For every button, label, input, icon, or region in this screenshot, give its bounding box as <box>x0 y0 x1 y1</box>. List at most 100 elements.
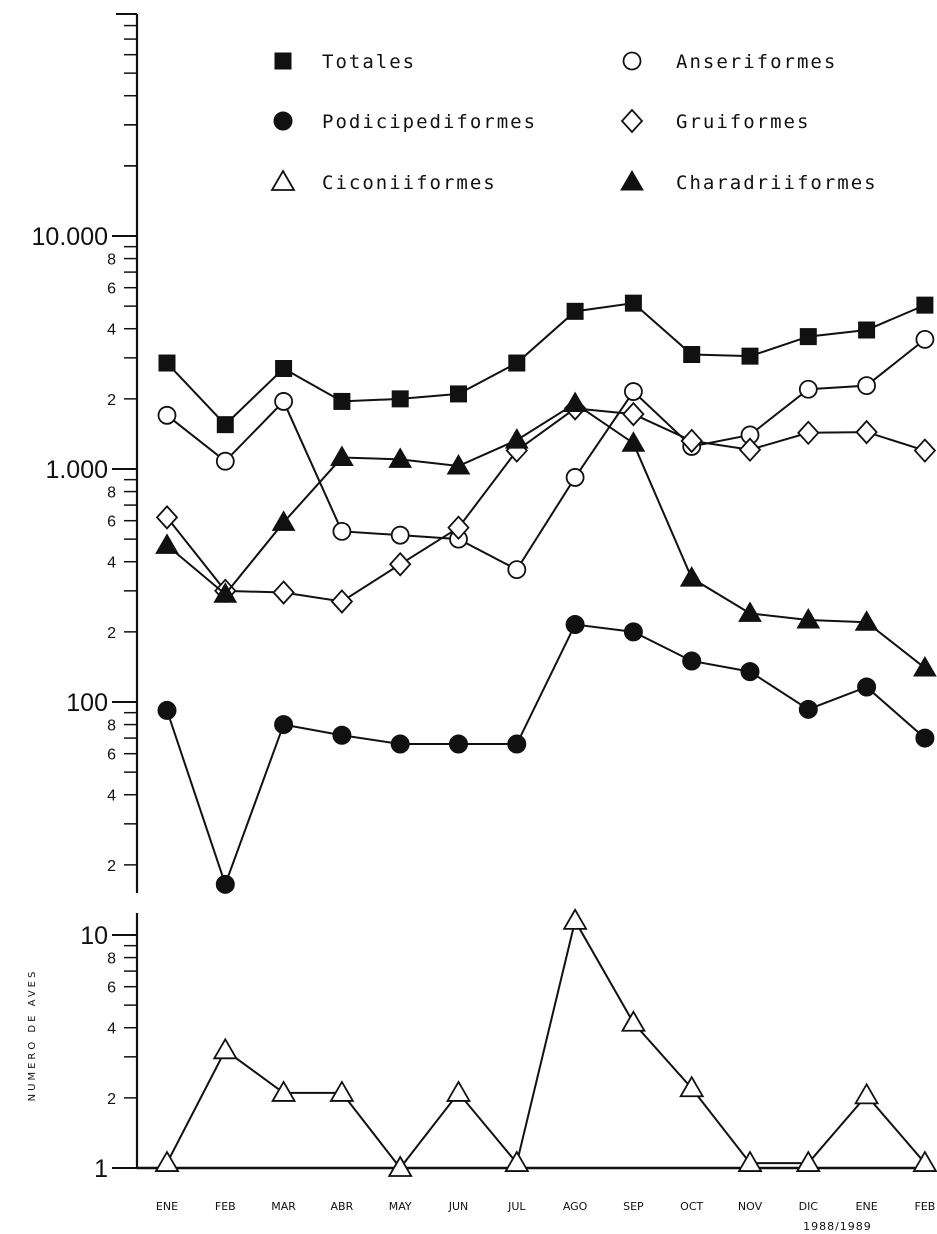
legend-label-podicipediformes: Podicipediformes <box>322 111 537 133</box>
point-podicipediformes <box>565 615 585 635</box>
point-charadriiformes <box>563 391 587 413</box>
y-minor-tick-label: 6 <box>107 514 116 531</box>
legend-marker-ciconiiformes <box>270 169 296 191</box>
y-minor-tick-label: 4 <box>107 788 116 805</box>
axes: 2 4 6 8 2 4 6 8 2 4 6 8 2 4 6 8 1 10 100 1.000 10.000 ENE FEB M… <box>32 13 935 1213</box>
y-minor-tick-label: 2 <box>107 858 116 875</box>
y-minor-tick-label: 6 <box>107 980 116 997</box>
point-podicipediformes <box>332 725 352 745</box>
point-ciconiiformes <box>271 1080 297 1102</box>
point-anseriformes <box>565 468 585 487</box>
y-minor-tick-label: 2 <box>107 392 116 409</box>
y-minor-tick-label: 4 <box>107 1021 116 1038</box>
y-minor-tick-label: 2 <box>107 1091 116 1108</box>
point-ciconiiformes <box>445 1080 472 1102</box>
y-major-tick-label: 1 <box>94 1155 108 1183</box>
legend-label-gruiformes: Gruiformes <box>676 111 810 133</box>
point-ciconiiformes <box>912 1150 937 1172</box>
x-tick-label: ENE <box>856 1200 878 1213</box>
point-gruiformes <box>272 580 295 605</box>
point-anseriformes <box>215 451 235 471</box>
y-minor-tick-label: 8 <box>107 718 116 735</box>
y-major-tick-label: 100 <box>66 689 108 717</box>
series-gruiformes <box>155 396 937 614</box>
point-totales <box>275 359 293 377</box>
point-gruiformes <box>913 438 937 463</box>
point-totales <box>158 354 176 372</box>
point-gruiformes <box>330 589 354 614</box>
point-charadriiformes <box>679 566 704 587</box>
legend-label-ciconiiformes: Ciconiiformes <box>322 172 497 194</box>
point-ciconiiformes <box>212 1037 238 1060</box>
point-gruiformes <box>855 419 878 445</box>
x-tick-label: JUL <box>507 1200 526 1213</box>
series-line-totales <box>166 302 926 427</box>
point-anseriformes <box>390 525 410 545</box>
point-ciconiiformes <box>620 1009 646 1032</box>
series-line-podicipediformes <box>166 623 926 888</box>
legend-marker-anseriformes <box>622 51 642 71</box>
point-ciconiiformes <box>854 1082 880 1105</box>
point-charadriiformes <box>330 445 354 467</box>
legend-label-totales: Totales <box>322 51 416 73</box>
y-major-tick-label: 1.000 <box>45 456 108 484</box>
point-podicipediformes <box>915 728 935 748</box>
point-podicipediformes <box>623 622 643 642</box>
point-gruiformes <box>155 505 179 530</box>
point-anseriformes <box>507 560 527 580</box>
point-charadriiformes <box>738 601 762 622</box>
legend-marker-podicipediformes <box>273 111 293 131</box>
y-minor-tick-label: 4 <box>107 555 116 572</box>
legend-item-anseriformes: Anseriformes <box>622 51 835 73</box>
y-minor-tick-label: 4 <box>107 322 116 339</box>
legend-marker-totales <box>274 52 292 70</box>
point-charadriiformes <box>621 431 646 452</box>
point-podicipediformes <box>449 734 468 754</box>
legend-item-ciconiiformes: Ciconiiformes <box>270 169 497 194</box>
point-gruiformes <box>388 551 412 577</box>
point-totales <box>450 385 467 403</box>
point-gruiformes <box>447 515 470 541</box>
series-anseriformes <box>157 329 935 580</box>
point-totales <box>858 321 876 339</box>
point-anseriformes <box>332 521 352 541</box>
series-group <box>154 294 937 1177</box>
x-tick-label: ABR <box>331 1200 354 1213</box>
point-ciconiiformes <box>737 1150 763 1172</box>
series-totales <box>158 294 934 434</box>
point-ciconiiformes <box>154 1150 180 1172</box>
point-charadriiformes <box>796 607 821 629</box>
point-anseriformes <box>915 329 935 349</box>
point-charadriiformes <box>271 510 296 531</box>
point-charadriiformes <box>854 610 879 631</box>
x-tick-label: SEP <box>623 1200 644 1213</box>
point-totales <box>683 346 701 364</box>
point-anseriformes <box>624 382 643 401</box>
x-tick-label: FEB <box>215 1200 236 1213</box>
x-tick-label: JUN <box>448 1200 469 1213</box>
point-podicipediformes <box>215 874 235 894</box>
point-podicipediformes <box>274 715 294 735</box>
y-major-tick-label: 10.000 <box>32 223 108 251</box>
y-minor-tick-label: 2 <box>107 625 116 642</box>
y-minor-tick-label: 6 <box>107 747 116 764</box>
y-major-tick-label: 10 <box>80 922 108 950</box>
y-axis-title: NUMERO DE AVES <box>27 969 38 1102</box>
point-charadriiformes <box>913 655 937 677</box>
point-totales <box>216 416 234 434</box>
point-charadriiformes <box>155 533 179 554</box>
legend-marker-gruiformes <box>620 108 644 134</box>
point-anseriformes <box>274 392 294 411</box>
legend-marker-charadriiformes <box>620 170 644 191</box>
point-charadriiformes <box>213 582 238 603</box>
x-tick-label: ENE <box>156 1200 178 1213</box>
point-totales <box>741 347 759 365</box>
series-line-ciconiiformes <box>166 918 926 1170</box>
point-charadriiformes <box>504 428 529 449</box>
point-ciconiiformes <box>562 908 588 930</box>
x-axis-year-label: 1988/1989 <box>803 1220 872 1233</box>
point-totales <box>566 302 584 320</box>
point-podicipediformes <box>682 651 702 671</box>
point-charadriiformes <box>388 447 413 468</box>
